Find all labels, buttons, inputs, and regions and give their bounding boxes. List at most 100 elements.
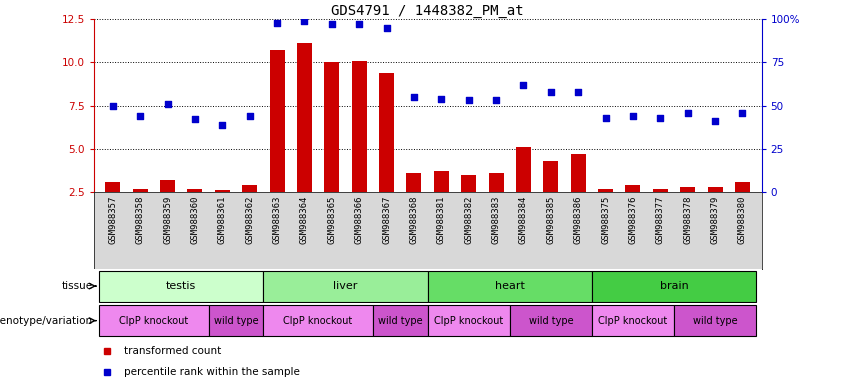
Text: GSM988359: GSM988359	[163, 196, 172, 244]
Text: wild type: wild type	[528, 316, 573, 326]
Text: GSM988383: GSM988383	[492, 196, 500, 244]
Point	[571, 89, 585, 95]
Bar	[510, 305, 592, 336]
Text: GSM988377: GSM988377	[656, 196, 665, 244]
Text: GSM988376: GSM988376	[629, 196, 637, 244]
Text: liver: liver	[334, 281, 357, 291]
Point	[599, 115, 613, 121]
Bar	[379, 73, 394, 192]
Text: GSM988386: GSM988386	[574, 196, 583, 244]
Point	[462, 98, 476, 104]
Bar	[263, 305, 373, 336]
Point	[134, 113, 147, 119]
Bar	[625, 185, 641, 192]
Bar	[592, 271, 757, 302]
Point	[489, 98, 503, 104]
Text: heart: heart	[494, 281, 525, 291]
Bar	[598, 189, 613, 192]
Text: GSM988379: GSM988379	[711, 196, 720, 244]
Text: GSM988357: GSM988357	[108, 196, 117, 244]
Point	[544, 89, 557, 95]
Bar	[187, 189, 203, 192]
Text: GSM988362: GSM988362	[245, 196, 254, 244]
Text: GSM988381: GSM988381	[437, 196, 446, 244]
Point	[298, 18, 311, 24]
Bar	[214, 190, 230, 192]
Point	[188, 116, 202, 122]
Bar	[707, 187, 722, 192]
Text: testis: testis	[166, 281, 197, 291]
Point	[161, 101, 174, 107]
Text: GSM988363: GSM988363	[272, 196, 282, 244]
Point	[654, 115, 667, 121]
Point	[271, 20, 284, 26]
Point	[380, 25, 393, 31]
Point	[106, 103, 120, 109]
Text: transformed count: transformed count	[123, 346, 221, 356]
Bar	[653, 189, 668, 192]
Bar	[243, 185, 257, 192]
Point	[325, 22, 339, 28]
Point	[243, 113, 256, 119]
Text: genotype/variation: genotype/variation	[0, 316, 93, 326]
Bar	[297, 43, 312, 192]
Text: ClpP knockout: ClpP knockout	[598, 316, 667, 326]
Text: GSM988378: GSM988378	[683, 196, 692, 244]
Point	[735, 109, 749, 116]
Point	[435, 96, 448, 102]
Point	[708, 118, 722, 124]
Bar	[680, 187, 695, 192]
Text: ClpP knockout: ClpP knockout	[283, 316, 352, 326]
Bar	[735, 182, 750, 192]
Point	[407, 94, 420, 100]
Bar	[434, 171, 448, 192]
Text: GSM988367: GSM988367	[382, 196, 391, 244]
Text: GSM988380: GSM988380	[738, 196, 747, 244]
Text: GSM988375: GSM988375	[601, 196, 610, 244]
Text: GSM988384: GSM988384	[519, 196, 528, 244]
Bar	[99, 271, 263, 302]
Bar	[543, 161, 558, 192]
Bar	[428, 305, 510, 336]
Bar	[488, 173, 504, 192]
Bar	[461, 175, 477, 192]
Text: ClpP knockout: ClpP knockout	[434, 316, 503, 326]
Text: GSM988385: GSM988385	[546, 196, 556, 244]
Text: GSM988382: GSM988382	[464, 196, 473, 244]
Text: GSM988366: GSM988366	[355, 196, 363, 244]
Bar	[373, 305, 428, 336]
Point	[517, 82, 530, 88]
Text: wild type: wild type	[378, 316, 423, 326]
Point	[681, 109, 694, 116]
Bar	[592, 305, 674, 336]
Text: wild type: wild type	[693, 316, 738, 326]
Text: percentile rank within the sample: percentile rank within the sample	[123, 367, 300, 377]
Bar	[324, 62, 340, 192]
Text: tissue: tissue	[61, 281, 93, 291]
Point	[626, 113, 640, 119]
Bar	[571, 154, 585, 192]
Text: GSM988360: GSM988360	[191, 196, 199, 244]
Point	[352, 22, 366, 28]
Bar	[407, 173, 421, 192]
Text: wild type: wild type	[214, 316, 259, 326]
Bar	[99, 305, 208, 336]
Bar	[674, 305, 757, 336]
Text: GSM988361: GSM988361	[218, 196, 226, 244]
Bar	[263, 271, 428, 302]
Bar	[351, 61, 367, 192]
Text: GSM988368: GSM988368	[409, 196, 419, 244]
Text: GSM988365: GSM988365	[328, 196, 336, 244]
Bar	[160, 180, 175, 192]
Bar	[106, 182, 120, 192]
Bar	[270, 50, 284, 192]
Title: GDS4791 / 1448382_PM_at: GDS4791 / 1448382_PM_at	[331, 4, 524, 18]
Text: brain: brain	[660, 281, 688, 291]
Point	[215, 121, 229, 127]
Bar	[133, 189, 148, 192]
Bar	[208, 305, 263, 336]
Text: GSM988364: GSM988364	[300, 196, 309, 244]
Bar	[428, 271, 592, 302]
Text: GSM988358: GSM988358	[135, 196, 145, 244]
Bar	[516, 147, 531, 192]
